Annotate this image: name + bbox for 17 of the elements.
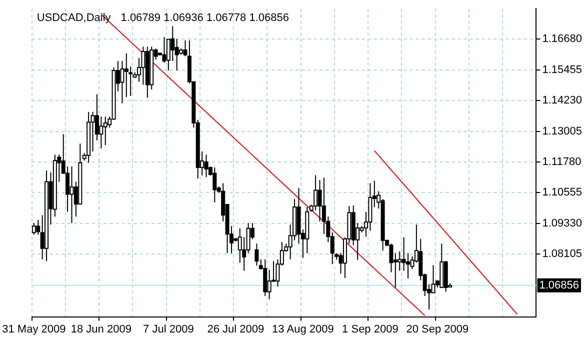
x-tick-label: 1 Sep 2009 — [342, 323, 398, 336]
ref-line-label: 1.06856 — [539, 279, 580, 292]
y-tick-label: 1.15455 — [542, 64, 582, 76]
y-tick-label: 1.13005 — [542, 125, 582, 138]
x-tick-label: 7 Jul 2009 — [143, 323, 194, 336]
y-tick-label: 1.09330 — [542, 217, 582, 230]
x-tick-label: 31 May 2009 — [2, 323, 66, 336]
x-tick-label: 13 Aug 2009 — [272, 323, 334, 336]
x-tick-label: 18 Jun 2009 — [70, 323, 132, 336]
y-tick-label: 1.11780 — [542, 156, 582, 168]
y-tick-label: 1.14230 — [542, 94, 582, 107]
y-tick-label: 1.10555 — [542, 186, 582, 199]
x-tick-label: 26 Jul 2009 — [207, 323, 264, 336]
y-tick-label: 1.08105 — [542, 248, 582, 260]
chart-subtitle: 1.06789 1.06936 1.06778 1.06856 — [120, 12, 289, 24]
x-tick-label: 20 Sep 2009 — [406, 323, 469, 336]
y-tick-label: 1.16680 — [542, 33, 582, 46]
